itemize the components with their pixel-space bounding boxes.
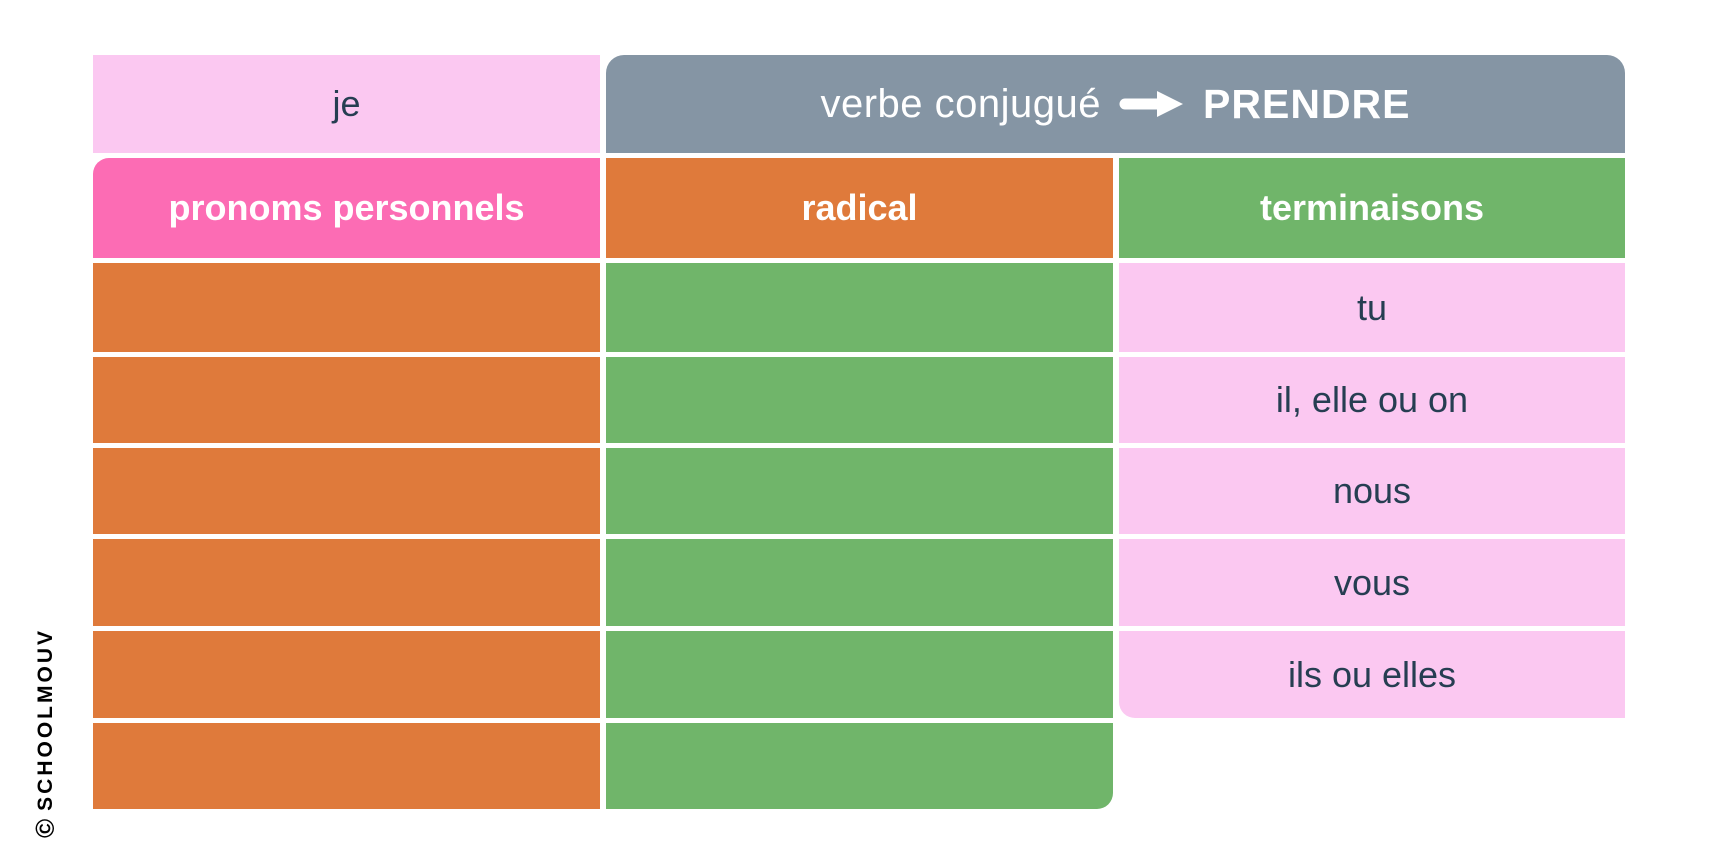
terminaison-cell-vous [606,631,1113,718]
column-header-terminaisons-label: terminaisons [1259,187,1485,228]
column-header-radical-label: radical [801,187,918,228]
radical-cell-il-elle-on [93,448,600,534]
pronoun-cell-il-elle-on: il, elle ou on [1119,357,1625,443]
terminaison-cell-je [606,263,1113,352]
pronoun-cell-tu: tu [1119,263,1625,352]
title-verb-name: PRENDRE [1203,80,1411,127]
terminaison-cell-il-elle-on [606,448,1113,534]
pronoun-cell-je: je [93,55,600,153]
column-header-radical: radical [606,158,1113,258]
pronoun-cell-nous: nous [1119,448,1625,534]
verb-title-bar: verbe conjugué PRENDRE [606,55,1625,153]
terminaison-cell-ils-elles [606,723,1113,809]
column-header-pronouns-label: pronoms personnels [168,187,525,228]
column-header-terminaisons: terminaisons [1119,158,1625,258]
pronoun-cell-vous: vous [1119,539,1625,626]
copyright-icon: © [30,818,60,838]
radical-cell-vous [93,631,600,718]
radical-cell-nous [93,539,600,626]
title-verbe-conjugue: verbe conjugué [820,81,1102,126]
conjugation-table: verbe conjugué PRENDRE pronoms personnel… [93,55,1625,809]
radical-cell-ils-elles [93,723,600,809]
radical-cell-je [93,263,600,352]
terminaison-cell-tu [606,357,1113,443]
right-arrow-icon [1119,91,1185,117]
column-header-pronouns: pronoms personnels [93,158,600,258]
schoolmouv-watermark: © SCHOOLMOUV [30,628,61,838]
radical-cell-tu [93,357,600,443]
schoolmouv-watermark-text: SCHOOLMOUV [33,627,57,811]
pronoun-cell-ils-elles: ils ou elles [1119,631,1625,718]
terminaison-cell-nous [606,539,1113,626]
